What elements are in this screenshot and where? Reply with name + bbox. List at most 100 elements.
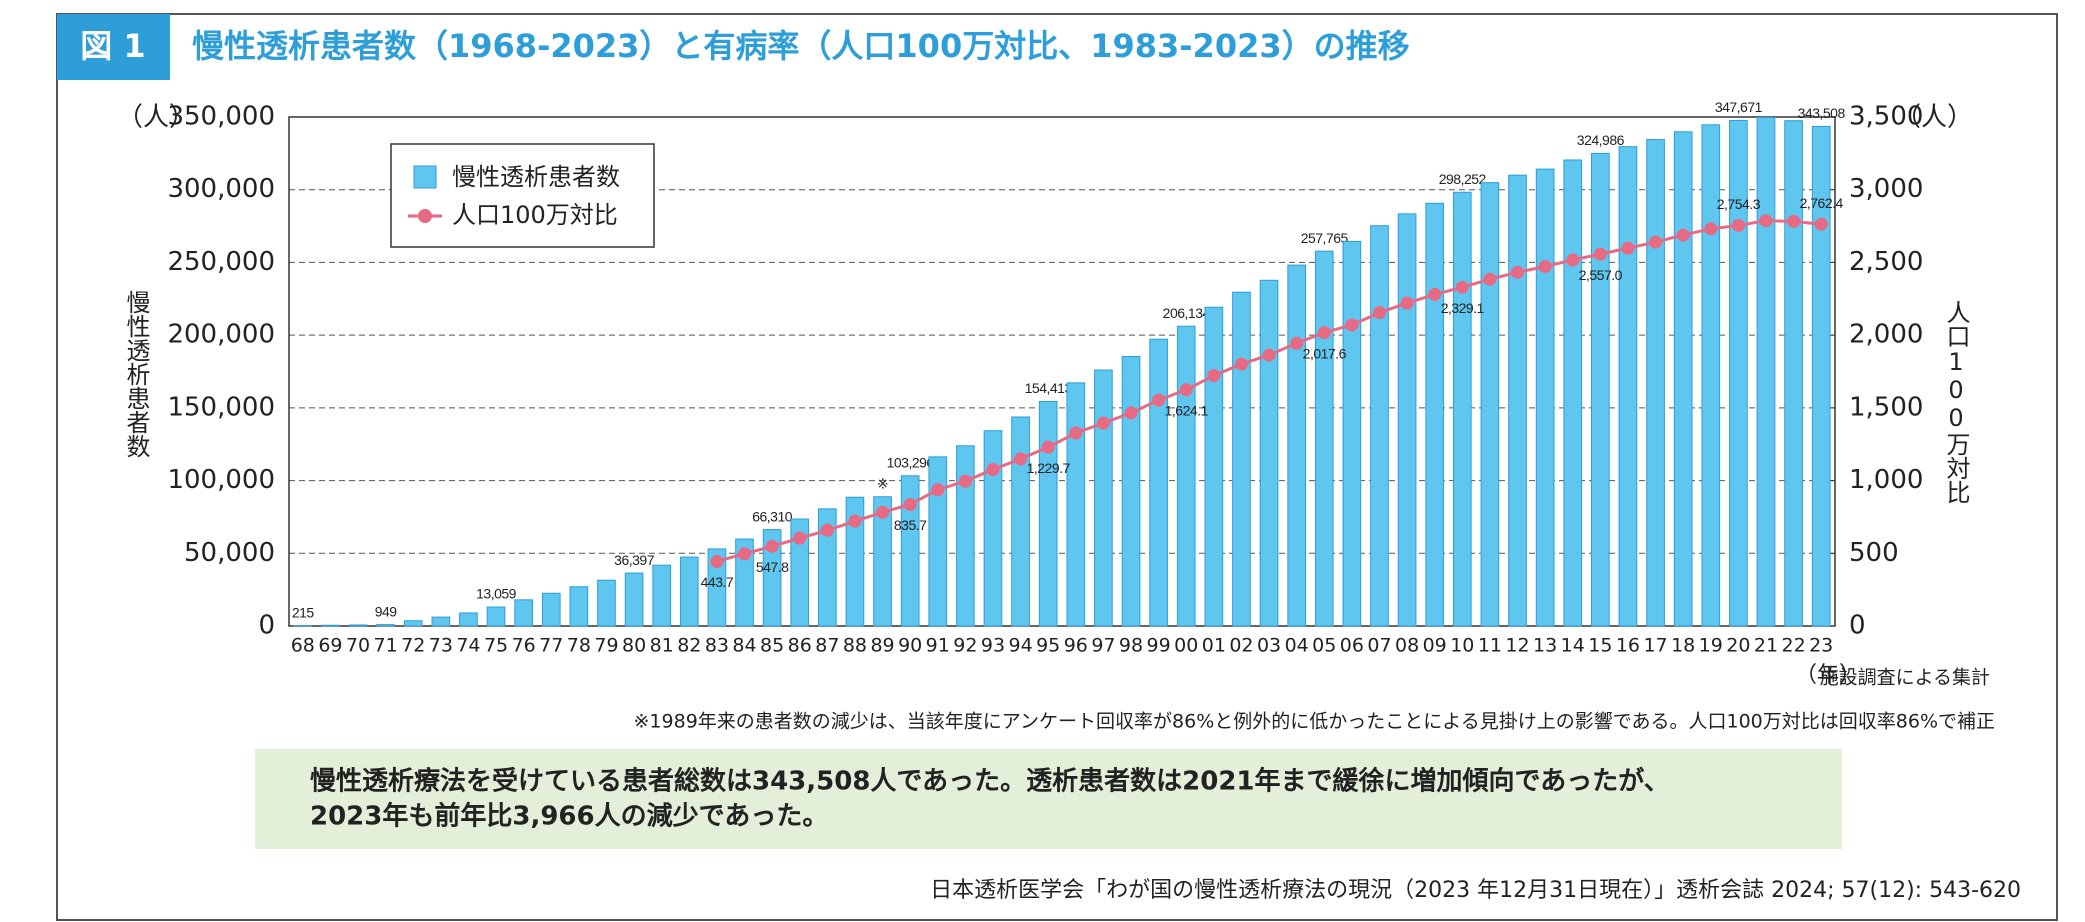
line-value-label: 1,624.1 (1165, 403, 1209, 419)
line-point (1483, 272, 1497, 286)
bar (1563, 159, 1583, 627)
line-point (1566, 253, 1580, 267)
y2-tick-label: 3,000 (1849, 174, 1923, 204)
bar (1784, 120, 1803, 627)
x-tick-label: 23 (1809, 635, 1833, 657)
bar (652, 564, 672, 627)
bar (1508, 174, 1527, 627)
x-tick-label: 73 (429, 635, 453, 657)
figure-label-box (57, 14, 170, 80)
x-tick-label: 86 (788, 635, 812, 657)
x-tick-label: 78 (567, 635, 591, 657)
bar-value-label: 257,765 (1301, 230, 1349, 246)
bar (1232, 291, 1251, 627)
y2-unit: （人） (1895, 103, 1973, 133)
bar (1425, 202, 1445, 627)
line-point (1041, 440, 1055, 454)
line-point (876, 505, 890, 519)
line-point (848, 514, 862, 528)
bar-value-label: 324,986 (1577, 132, 1625, 148)
y2-tick-label: 0 (1849, 611, 1866, 641)
bar (348, 624, 368, 627)
line-value-label: 835.7 (894, 517, 927, 533)
bar (1066, 382, 1086, 627)
bar (514, 599, 533, 627)
bar (818, 508, 837, 627)
bar (321, 624, 340, 627)
line-point (931, 483, 945, 497)
bar-value-label: 343,508 (1798, 105, 1846, 121)
y-tick-label: 300,000 (167, 174, 275, 204)
y-axis-title: 慢性透析患者数 (122, 290, 150, 458)
line-point (820, 523, 834, 537)
x-tick-label: 68 (291, 635, 315, 657)
x-tick-label: 22 (1781, 635, 1805, 657)
bar (1673, 131, 1693, 627)
bar (1314, 250, 1334, 627)
footnote: ※1989年来の患者数の減少は、当該年度にアンケート回収率が86%と例外的に低か… (634, 711, 1995, 733)
bar (1729, 119, 1748, 627)
x-tick-label: 14 (1561, 635, 1585, 657)
x-tick-label: 99 (1147, 635, 1171, 657)
y2-axis-title: 人口100万対比 (1942, 300, 1970, 504)
line-point (1428, 287, 1442, 301)
y2-tick-label: 1,500 (1849, 392, 1923, 422)
bar (790, 518, 810, 627)
line-value-label: 2,557.0 (1579, 267, 1623, 283)
line-point (1538, 260, 1552, 274)
y2-tick-label: 500 (1849, 538, 1899, 568)
bar (1259, 279, 1279, 627)
bar (376, 624, 395, 627)
x-tick-label: 91 (926, 635, 950, 657)
bar (1094, 369, 1113, 627)
x-tick-label: 17 (1643, 635, 1667, 657)
legend (390, 143, 655, 248)
line-point (1676, 228, 1690, 242)
line-point (738, 547, 752, 561)
line-point (1372, 306, 1386, 320)
bar (1535, 168, 1555, 627)
line-value-label: 2,017.6 (1303, 345, 1347, 361)
x-tick-label: 07 (1367, 635, 1391, 657)
bar-value-label: 13,059 (476, 586, 517, 602)
line-point (1814, 217, 1828, 231)
x-tick-label: 12 (1505, 635, 1529, 657)
x-tick-label: 79 (594, 635, 618, 657)
x-tick-label: 74 (456, 635, 480, 657)
x-tick-label: 82 (677, 635, 701, 657)
x-tick-label: 10 (1450, 635, 1474, 657)
line-point (1014, 452, 1028, 466)
line-point (1455, 280, 1469, 294)
line-point (710, 554, 724, 568)
line-value-label: 1,229.7 (1027, 460, 1071, 476)
bar (762, 529, 782, 627)
x-tick-label: 80 (622, 635, 646, 657)
annotation: ※ (877, 475, 888, 491)
x-tick-label: 11 (1478, 635, 1502, 657)
x-tick-label: 97 (1091, 635, 1115, 657)
x-tick-label: 20 (1726, 635, 1750, 657)
bar (459, 612, 478, 627)
line-value-label: 2,762.4 (1800, 195, 1844, 211)
y2-tick-label: 1,000 (1849, 465, 1923, 495)
bar-value-label: 215 (292, 604, 315, 620)
bar (1480, 182, 1500, 627)
line-point (1511, 265, 1525, 279)
bar (431, 616, 451, 627)
bar (1452, 191, 1472, 627)
x-tick-label: 77 (539, 635, 563, 657)
x-tick-label: 90 (898, 635, 922, 657)
summary-line: 慢性透析療法を受けている患者総数は343,508人であった。透析患者数は2021… (310, 766, 1670, 797)
x-tick-label: 21 (1754, 635, 1778, 657)
bar (679, 556, 699, 627)
x-tick-label: 03 (1257, 635, 1281, 657)
bar-value-label: 949 (375, 603, 398, 619)
bar (597, 579, 616, 627)
x-tick-label: 89 (870, 635, 894, 657)
summary-box (255, 749, 1842, 849)
x-tick-label: 92 (953, 635, 977, 657)
plot-frame (288, 116, 1836, 627)
line-point (1704, 222, 1718, 236)
line-point (903, 497, 917, 511)
y2-tick-label: 3,500 (1849, 102, 1923, 132)
